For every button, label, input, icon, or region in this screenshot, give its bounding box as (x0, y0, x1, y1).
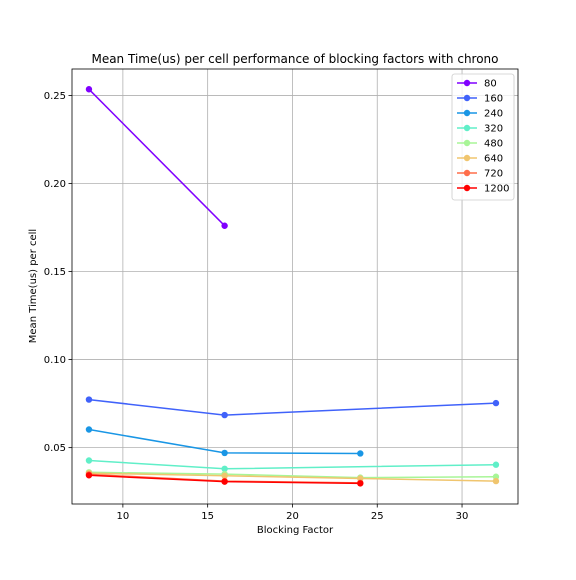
data-point (85, 396, 93, 403)
series-320 (85, 457, 500, 472)
legend-marker (463, 79, 471, 87)
legend-label: 80 (484, 79, 497, 90)
legend-item: 80 (457, 79, 497, 90)
series-160 (85, 396, 500, 419)
y-tick-label: 0.20 (44, 179, 66, 190)
legend-item: 320 (457, 124, 503, 135)
legend-marker (463, 184, 471, 192)
legend-marker (463, 139, 471, 147)
data-point (85, 457, 93, 464)
y-tick-label: 0.15 (44, 267, 66, 278)
data-point (492, 477, 500, 485)
legend-marker (463, 94, 471, 102)
x-tick-label: 25 (371, 511, 384, 522)
grid (72, 69, 518, 504)
x-tick-label: 20 (286, 511, 299, 522)
x-tick-label: 10 (117, 511, 130, 522)
series-1200 (85, 472, 364, 487)
data-point (492, 399, 500, 407)
legend-label: 1200 (484, 184, 509, 195)
series-line (88, 471, 497, 479)
data-point (221, 449, 228, 457)
legend-item: 1200 (457, 184, 509, 195)
series-line (88, 472, 497, 482)
legend-marker (463, 109, 471, 117)
y-tick-label: 0.05 (44, 443, 66, 454)
legend-box (451, 73, 515, 201)
data-point (492, 473, 500, 480)
data-point (85, 426, 93, 433)
series-layer (85, 86, 500, 487)
data-point (221, 465, 228, 472)
data-point (492, 461, 500, 468)
legend-label: 480 (484, 139, 503, 150)
data-point (221, 472, 228, 480)
legend-label: 240 (484, 109, 503, 120)
x-tick-label: 30 (456, 511, 469, 522)
x-axis-label: Blocking Factor (257, 525, 334, 536)
chart-title: Mean Time(us) per cell performance of bl… (91, 52, 498, 66)
legend-marker (463, 154, 471, 162)
data-point (357, 480, 364, 487)
series-240 (85, 426, 364, 457)
plot-frame (71, 68, 519, 505)
legend-label: 720 (484, 169, 503, 180)
legend: 80 160 240 320 480 640 720 1200 (451, 73, 515, 201)
legend-marker (463, 169, 471, 177)
y-axis-label: Mean Time(us) per cell (28, 229, 39, 343)
data-point (85, 86, 93, 93)
legend-item: 480 (457, 139, 503, 150)
legend-marker (463, 124, 471, 132)
data-point (357, 450, 364, 457)
data-point (85, 472, 93, 479)
legend-item: 640 (457, 154, 503, 165)
data-point (357, 475, 364, 482)
legend-label: 160 (484, 94, 503, 105)
legend-label: 640 (484, 154, 503, 165)
data-point (221, 411, 228, 419)
ticks: 10 15 20 25 30 0.05 0.10 0.15 0.20 0.25 (44, 91, 469, 522)
legend-item: 160 (457, 94, 503, 105)
series-line (88, 88, 226, 227)
legend-item: 720 (457, 169, 503, 180)
legend-label: 320 (484, 124, 503, 135)
y-tick-label: 0.10 (44, 355, 66, 366)
series-80 (85, 86, 228, 229)
y-tick-label: 0.25 (44, 91, 66, 102)
data-point (221, 478, 228, 485)
data-point (221, 222, 228, 229)
legend-item: 240 (457, 109, 503, 120)
series-640 (85, 469, 500, 485)
x-tick-label: 15 (201, 511, 214, 522)
